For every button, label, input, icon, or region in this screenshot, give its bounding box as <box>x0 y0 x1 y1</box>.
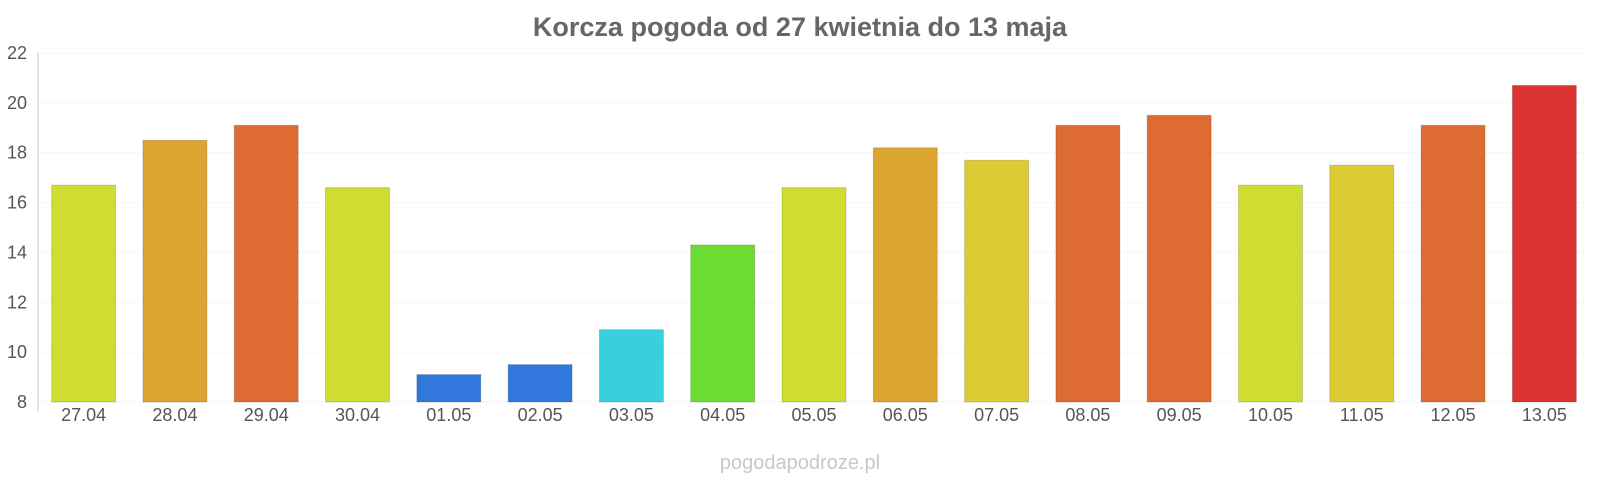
bar-30-04 <box>325 187 391 403</box>
bar-12-05 <box>1420 124 1486 403</box>
bar-03-05 <box>598 329 664 403</box>
y-tick-label: 12 <box>7 292 27 312</box>
bar-06-05 <box>872 147 938 403</box>
x-tick-label: 06.05 <box>883 405 928 425</box>
y-tick-label: 22 <box>7 43 27 63</box>
y-tick-label: 20 <box>7 93 27 113</box>
y-tick-label: 10 <box>7 342 27 362</box>
bar-01-05 <box>416 374 482 403</box>
x-tick-label: 09.05 <box>1157 405 1202 425</box>
x-tick-label: 27.04 <box>61 405 106 425</box>
bar-04-05 <box>690 244 756 403</box>
x-tick-label: 02.05 <box>518 405 563 425</box>
bars <box>51 84 1577 403</box>
x-tick-label: 13.05 <box>1522 405 1567 425</box>
bar-29-04 <box>233 124 299 403</box>
x-tick-label: 10.05 <box>1248 405 1293 425</box>
x-tick-label: 28.04 <box>152 405 197 425</box>
x-tick-label: 07.05 <box>974 405 1019 425</box>
x-tick-label: 11.05 <box>1340 405 1384 425</box>
bar-09-05 <box>1146 114 1212 403</box>
bar-08-05 <box>1055 124 1121 403</box>
x-tick-label: 04.05 <box>700 405 745 425</box>
y-tick-label: 18 <box>7 143 27 163</box>
y-tick-label: 16 <box>7 193 27 213</box>
bar-05-05 <box>781 187 847 403</box>
y-tick-label: 8 <box>17 392 27 412</box>
x-tick-label: 08.05 <box>1065 405 1110 425</box>
bar-02-05 <box>507 364 573 403</box>
x-tick-label: 05.05 <box>791 405 836 425</box>
chart-title: Korcza pogoda od 27 kwietnia do 13 maja <box>533 12 1068 42</box>
bar-07-05 <box>964 159 1030 403</box>
x-tick-label: 01.05 <box>426 405 471 425</box>
y-axis-ticks: 8 10 12 14 16 18 20 22 <box>7 43 27 412</box>
x-tick-label: 03.05 <box>609 405 654 425</box>
x-tick-label: 30.04 <box>335 405 380 425</box>
watermark: pogodapodroze.pl <box>720 452 880 474</box>
x-tick-label: 29.04 <box>244 405 289 425</box>
bar-10-05 <box>1237 184 1303 403</box>
bar-13-05 <box>1511 84 1577 403</box>
bar-27-04 <box>51 184 117 403</box>
bar-11-05 <box>1329 164 1395 403</box>
x-axis-ticks: 27.04 28.04 29.04 30.04 01.05 02.05 03.05 04.05… <box>61 405 1567 425</box>
bar-28-04 <box>142 139 208 403</box>
y-tick-label: 14 <box>7 242 27 262</box>
x-tick-label: 12.05 <box>1431 405 1476 425</box>
